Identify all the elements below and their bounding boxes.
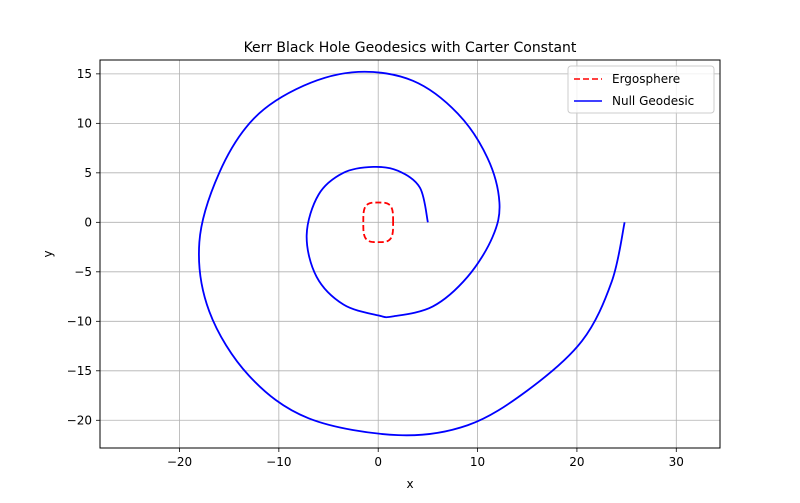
y-tick-label: −5	[74, 265, 92, 279]
axes-frame	[99, 59, 721, 449]
y-axis-label: y	[41, 250, 55, 257]
x-tick-label: 20	[569, 455, 584, 469]
plot-area	[198, 70, 626, 437]
x-tick-label: 30	[669, 455, 684, 469]
y-tick-label: −20	[67, 413, 92, 427]
y-tick-label: 10	[77, 116, 92, 130]
grid-lines	[100, 60, 720, 448]
axis-ticks: −20 −10 0 10 20 30 −20 −15 −10 −5 0 5 10 15	[67, 67, 684, 469]
y-tick-label: −15	[67, 364, 92, 378]
y-tick-label: 0	[84, 215, 92, 229]
legend-label-null-geodesic: Null Geodesic	[612, 94, 694, 108]
x-tick-label: −20	[167, 455, 192, 469]
y-tick-label: 5	[84, 166, 92, 180]
chart-title: Kerr Black Hole Geodesics with Carter Co…	[244, 40, 577, 56]
legend-box	[567, 65, 715, 114]
x-tick-label: 10	[470, 455, 485, 469]
ergosphere-line	[362, 201, 395, 244]
x-tick-label: 0	[374, 455, 382, 469]
legend: Ergosphere Null Geodesic	[567, 65, 715, 114]
x-tick-label: −10	[266, 455, 291, 469]
legend-label-ergosphere: Ergosphere	[612, 72, 680, 86]
y-tick-label: 15	[77, 67, 92, 81]
null-geodesic-line	[198, 70, 626, 437]
y-tick-label: −10	[67, 314, 92, 328]
x-axis-label: x	[406, 477, 413, 491]
